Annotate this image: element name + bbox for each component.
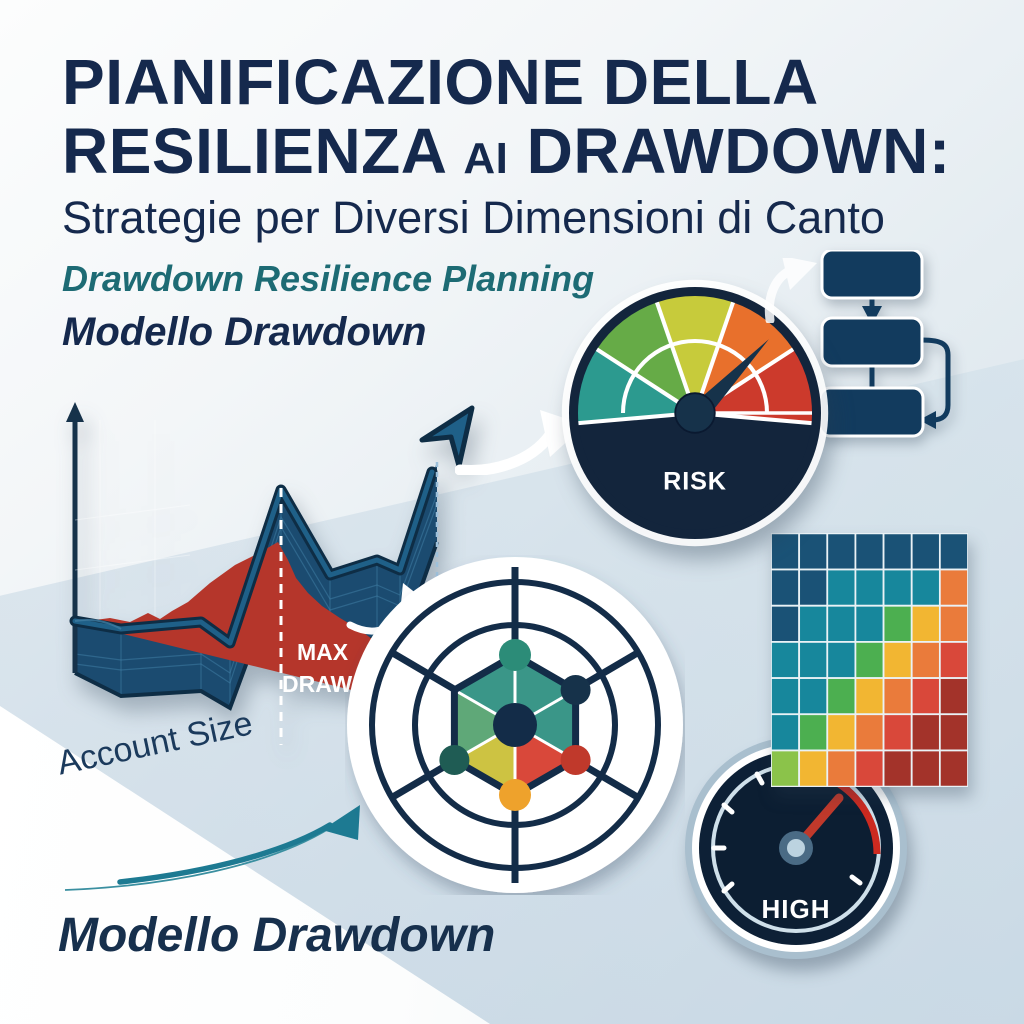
svg-text:MAX: MAX	[297, 639, 349, 665]
svg-text:RISK: RISK	[663, 468, 727, 496]
svg-text:DRAW: DRAW	[282, 671, 353, 697]
svg-text:HIGH: HIGH	[762, 894, 831, 924]
